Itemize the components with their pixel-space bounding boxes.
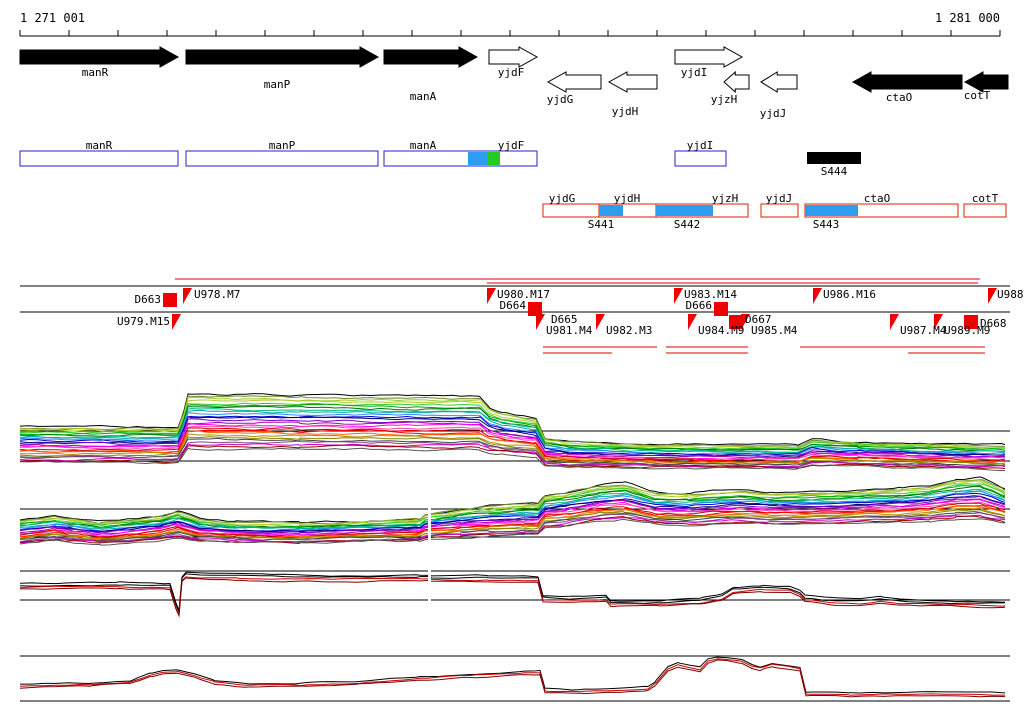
expression-line [19, 488, 1006, 530]
expression-line [19, 440, 1006, 468]
gene-arrow-manA[interactable] [383, 46, 479, 68]
expression-line [19, 418, 1006, 458]
profile-black-1 [20, 656, 1005, 694]
tu-blue-filled-box-S444[interactable] [807, 152, 861, 164]
expression-line [19, 416, 1006, 458]
probe-flag-U983.M14[interactable] [674, 288, 683, 304]
gene-arrow-cotT[interactable] [963, 71, 1009, 93]
expression-line [19, 515, 1006, 545]
expression-line [19, 447, 1006, 472]
expression-line [19, 405, 1006, 453]
expression-line [19, 490, 1006, 530]
probe-marker-D668[interactable] [964, 315, 978, 329]
expression-line [19, 505, 1006, 540]
tu-blue-box[interactable] [674, 150, 727, 167]
expression-line [19, 478, 1006, 525]
expression-line [19, 518, 1006, 546]
probe-marker-D663[interactable] [163, 293, 177, 307]
probe-marker-D664[interactable] [528, 302, 542, 316]
profile-darkred [20, 577, 1006, 618]
expression-line [19, 423, 1006, 460]
expression-line [19, 502, 1006, 538]
gene-arrow-manP[interactable] [185, 46, 380, 68]
tu-red-box[interactable] [760, 203, 799, 218]
probe-flag-U982.M3[interactable] [596, 314, 605, 330]
probe-flag-U988[interactable] [988, 288, 997, 304]
probe-flag-U979.M15[interactable] [172, 314, 181, 330]
tu-red-segment [805, 205, 858, 216]
ruler-end-coordinate: 1 281 000 [934, 11, 1000, 25]
ruler-start-coordinate: 1 271 001 [20, 11, 86, 25]
gene-arrow-ctaO[interactable] [851, 71, 963, 93]
tu-red-box[interactable] [963, 203, 1007, 218]
expression-line [19, 499, 1006, 536]
panel-white-gap [428, 486, 431, 624]
probe-marker-D667[interactable] [729, 315, 743, 329]
expression-line [19, 507, 1006, 540]
gene-arrow-yjdG[interactable] [546, 71, 602, 93]
gene-arrow-yjdJ[interactable] [760, 71, 798, 93]
profile-darkred [19, 659, 1006, 698]
gene-arrow-yjdF[interactable] [488, 46, 539, 68]
tu-blue-segment [468, 152, 488, 165]
tu-blue-box[interactable] [383, 150, 538, 167]
expression-line [19, 436, 1006, 465]
expression-line [19, 501, 1006, 538]
gene-arrow-yjdH[interactable] [607, 71, 658, 93]
probe-flag-U989.M9[interactable] [934, 314, 943, 330]
expression-line [19, 514, 1006, 544]
profile-black-2 [19, 573, 1006, 613]
expression-line [19, 512, 1006, 543]
tu-blue-segment [488, 152, 500, 165]
probe-flag-U986.M16[interactable] [813, 288, 822, 304]
gene-arrow-manR[interactable] [19, 46, 180, 68]
probe-flag-U980.M17[interactable] [487, 288, 496, 304]
tu-red-segment [599, 205, 623, 216]
probe-flag-U984.M9[interactable] [688, 314, 697, 330]
tu-red-segment [656, 205, 713, 216]
expression-line [19, 412, 1006, 456]
probe-flag-U985.M4[interactable] [741, 314, 750, 330]
tu-blue-box[interactable] [19, 150, 179, 167]
profile-red [19, 658, 1005, 696]
tu-blue-box[interactable] [185, 150, 379, 167]
gene-arrow-yjdI[interactable] [674, 46, 744, 68]
probe-flag-U981.M4[interactable] [536, 314, 545, 330]
gene-arrow-yjzH[interactable] [723, 70, 750, 94]
probe-marker-D666[interactable] [714, 302, 728, 316]
expression-line [19, 409, 1006, 455]
expression-line [19, 430, 1005, 464]
tu-red-box[interactable] [542, 203, 600, 218]
probe-flag-U987.M4[interactable] [890, 314, 899, 330]
probe-flag-U978.M7[interactable] [183, 288, 192, 304]
expression-line [19, 433, 1006, 465]
